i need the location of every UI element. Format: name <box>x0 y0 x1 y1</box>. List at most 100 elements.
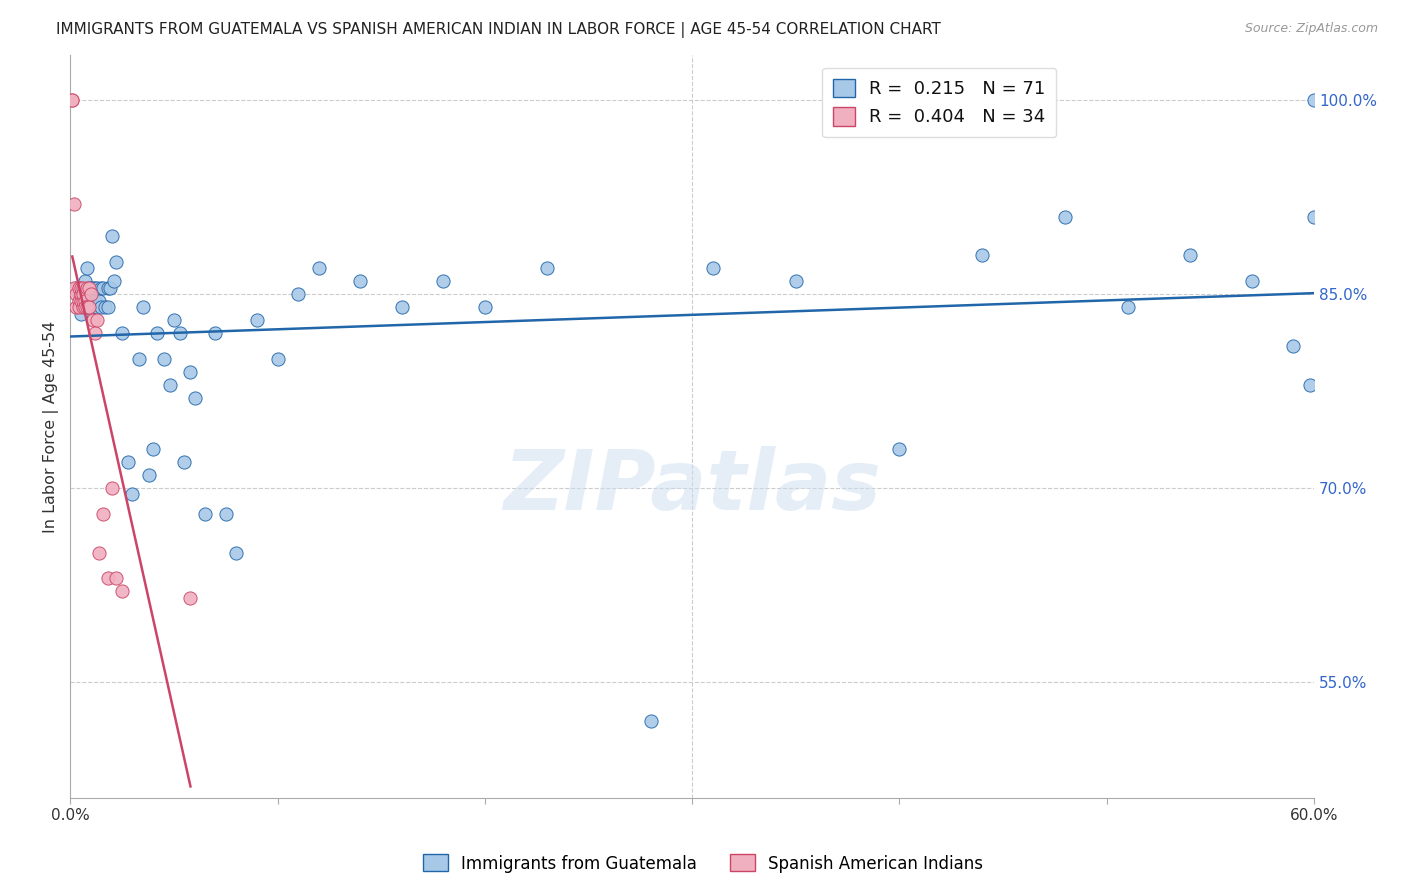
Point <box>76 281 98 295</box>
Point <box>93 507 115 521</box>
Point <box>308 261 330 276</box>
Point <box>138 468 160 483</box>
Point <box>73 274 96 288</box>
Point <box>474 300 496 314</box>
Point <box>72 287 94 301</box>
Legend: R =  0.215   N = 71, R =  0.404   N = 34: R = 0.215 N = 71, R = 0.404 N = 34 <box>823 68 1056 137</box>
Point <box>84 326 107 340</box>
Point <box>69 307 91 321</box>
Point <box>80 287 103 301</box>
Point <box>111 584 134 599</box>
Point <box>72 287 94 301</box>
Text: Source: ZipAtlas.com: Source: ZipAtlas.com <box>1244 22 1378 36</box>
Point <box>287 287 309 301</box>
Point <box>96 281 118 295</box>
Point <box>111 326 134 340</box>
Point <box>86 281 108 295</box>
Point <box>77 281 100 295</box>
Point <box>77 300 100 314</box>
Point <box>1240 274 1263 288</box>
Point <box>82 313 104 327</box>
Point <box>69 281 91 295</box>
Point <box>266 351 288 366</box>
Point <box>640 714 662 728</box>
Point <box>67 293 90 308</box>
Point <box>67 287 90 301</box>
Point <box>67 281 90 295</box>
Point <box>1303 210 1326 224</box>
Point <box>1054 210 1077 224</box>
Point <box>96 300 118 314</box>
Point <box>128 351 150 366</box>
Point <box>204 326 226 340</box>
Point <box>349 274 371 288</box>
Point <box>63 196 86 211</box>
Point <box>1116 300 1139 314</box>
Point <box>152 351 174 366</box>
Point <box>67 300 90 314</box>
Point <box>391 300 413 314</box>
Point <box>132 300 155 314</box>
Point <box>159 377 181 392</box>
Point <box>702 261 724 276</box>
Point <box>84 293 107 308</box>
Legend: Immigrants from Guatemala, Spanish American Indians: Immigrants from Guatemala, Spanish Ameri… <box>416 847 990 880</box>
Point <box>173 455 195 469</box>
Point <box>86 300 108 314</box>
Point <box>146 326 169 340</box>
Point <box>225 545 247 559</box>
Point <box>76 261 98 276</box>
Point <box>89 545 111 559</box>
Point <box>121 487 143 501</box>
Point <box>65 287 87 301</box>
Point <box>93 281 115 295</box>
Point <box>73 293 96 308</box>
Point <box>785 274 807 288</box>
Point <box>100 481 122 495</box>
Point <box>1303 94 1326 108</box>
Point <box>1178 248 1201 262</box>
Point <box>84 281 107 295</box>
Point <box>215 507 238 521</box>
Point <box>77 300 100 314</box>
Point <box>80 281 103 295</box>
Point <box>72 300 94 314</box>
Point <box>77 281 100 295</box>
Point <box>142 442 165 457</box>
Point <box>432 274 454 288</box>
Point <box>1299 377 1322 392</box>
Y-axis label: In Labor Force | Age 45-54: In Labor Force | Age 45-54 <box>44 320 59 533</box>
Point <box>536 261 558 276</box>
Point <box>183 391 205 405</box>
Point <box>82 281 104 295</box>
Point <box>69 293 91 308</box>
Point <box>169 326 191 340</box>
Point <box>98 281 121 295</box>
Point <box>104 255 127 269</box>
Point <box>76 300 98 314</box>
Point <box>60 94 83 108</box>
Point <box>60 94 83 108</box>
Point <box>104 571 127 585</box>
Text: ZIPatlas: ZIPatlas <box>503 445 882 526</box>
Point <box>86 313 108 327</box>
Point <box>72 293 94 308</box>
Point <box>73 293 96 308</box>
Point <box>82 300 104 314</box>
Point <box>65 300 87 314</box>
Point <box>194 507 217 521</box>
Point <box>179 365 201 379</box>
Point <box>76 287 98 301</box>
Text: IMMIGRANTS FROM GUATEMALA VS SPANISH AMERICAN INDIAN IN LABOR FORCE | AGE 45-54 : IMMIGRANTS FROM GUATEMALA VS SPANISH AME… <box>56 22 941 38</box>
Point <box>72 281 94 295</box>
Point <box>1282 339 1305 353</box>
Point <box>117 455 139 469</box>
Point <box>889 442 911 457</box>
Point <box>179 591 201 605</box>
Point <box>103 274 125 288</box>
Point <box>80 287 103 301</box>
Point <box>63 281 86 295</box>
Point <box>69 281 91 295</box>
Point <box>972 248 994 262</box>
Point <box>163 313 186 327</box>
